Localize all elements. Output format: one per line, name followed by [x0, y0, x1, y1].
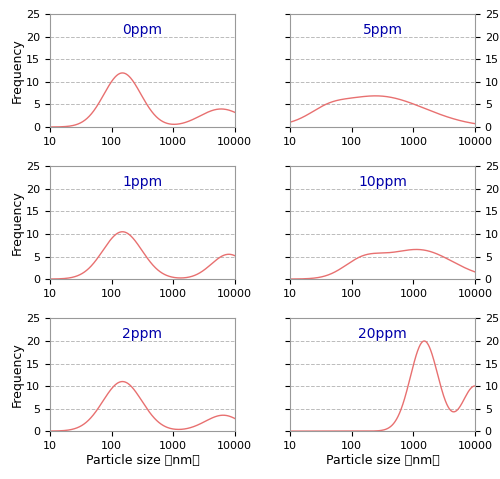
Text: 2ppm: 2ppm: [122, 328, 162, 342]
Text: 1ppm: 1ppm: [122, 175, 162, 189]
Text: 20ppm: 20ppm: [358, 328, 407, 342]
Text: 10ppm: 10ppm: [358, 175, 407, 189]
Y-axis label: Frequency: Frequency: [10, 190, 24, 255]
Text: 0ppm: 0ppm: [122, 23, 162, 37]
X-axis label: Particle size （nm）: Particle size （nm）: [86, 454, 200, 467]
Y-axis label: Frequency: Frequency: [10, 342, 24, 407]
Y-axis label: Frequency: Frequency: [10, 38, 24, 103]
Text: 5ppm: 5ppm: [362, 23, 403, 37]
X-axis label: Particle size （nm）: Particle size （nm）: [326, 454, 440, 467]
